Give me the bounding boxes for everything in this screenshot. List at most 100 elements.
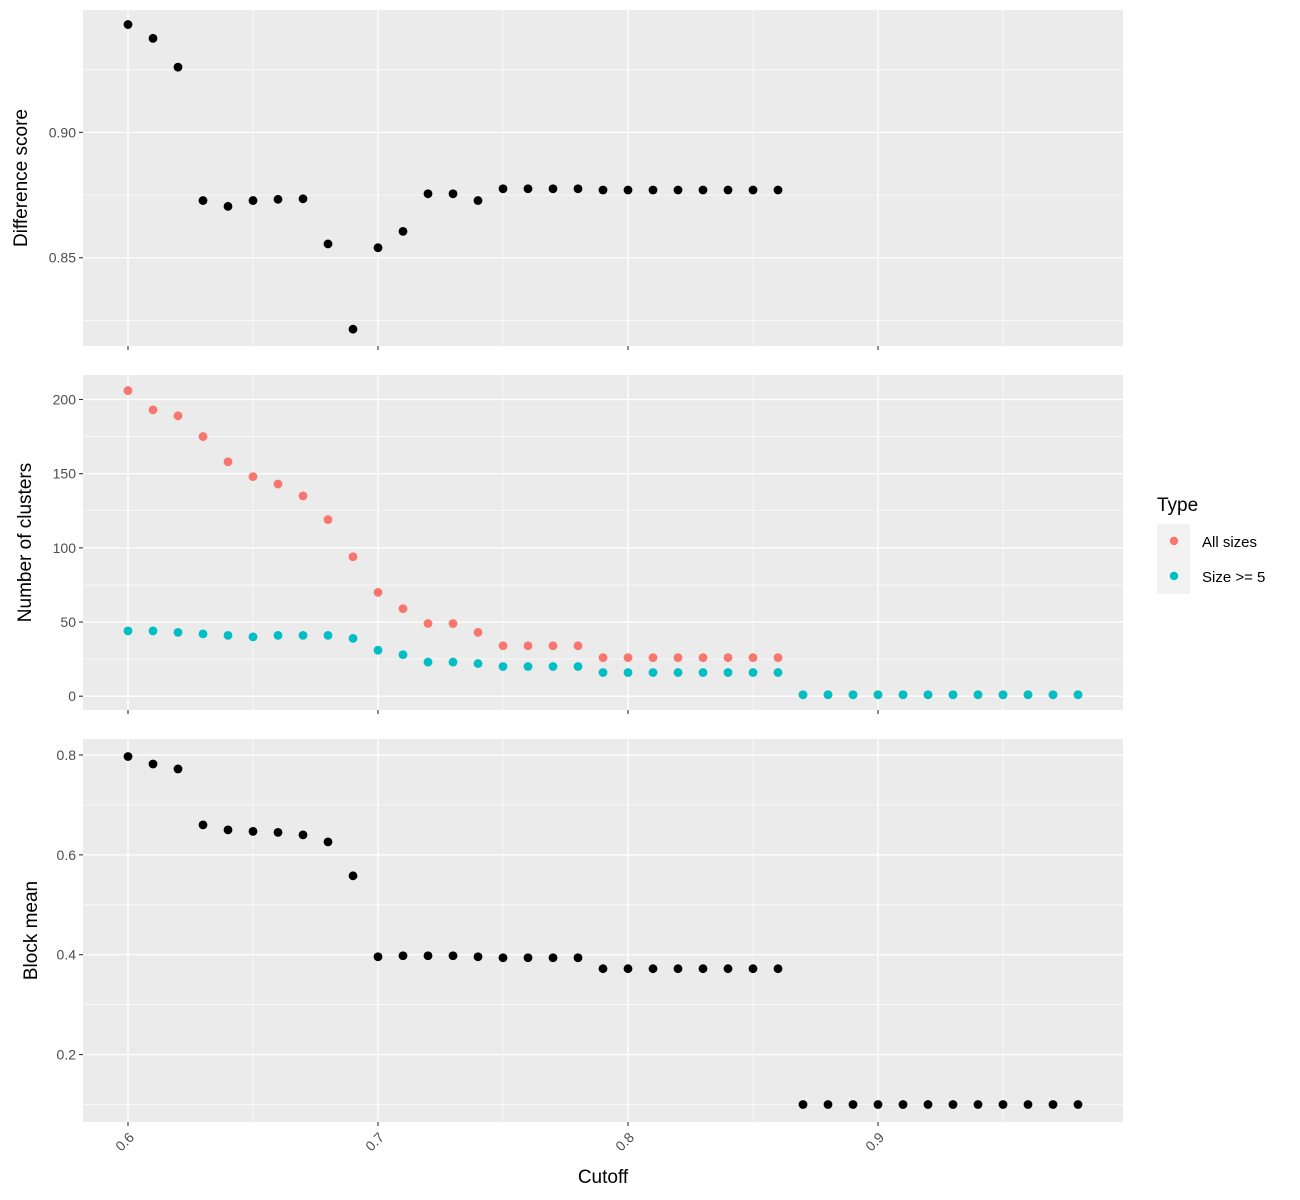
- panel-background: [83, 739, 1123, 1122]
- y-tick-label: 150: [53, 466, 77, 482]
- data-point: [123, 626, 133, 636]
- data-point: [423, 657, 433, 667]
- series-size-5: [123, 626, 1083, 700]
- y-tick-label: 200: [53, 391, 77, 407]
- x-tick-label: 0.8: [612, 1129, 637, 1154]
- data-point: [398, 951, 408, 961]
- data-point: [148, 33, 158, 43]
- data-point: [623, 185, 633, 195]
- panel-block-mean: 0.2 0.4 0.6 0.8 Block mean: [21, 739, 1123, 1126]
- x-tick-label: 0.6: [112, 1129, 137, 1154]
- data-point: [148, 626, 158, 636]
- data-point: [773, 668, 783, 677]
- data-point: [198, 196, 208, 205]
- data-point: [923, 690, 933, 700]
- data-point: [223, 825, 233, 835]
- data-point: [398, 650, 408, 660]
- data-point: [698, 964, 708, 974]
- data-point: [473, 952, 483, 962]
- data-point: [573, 641, 583, 651]
- data-point: [748, 653, 758, 663]
- data-point: [673, 653, 683, 663]
- data-point: [498, 953, 508, 963]
- legend-key-background: [1157, 524, 1190, 594]
- data-point: [773, 185, 783, 195]
- data-point: [1048, 690, 1058, 700]
- data-point: [173, 411, 183, 421]
- data-point: [448, 189, 458, 199]
- data-point: [523, 184, 533, 194]
- legend-swatch-all-sizes: [1169, 536, 1179, 546]
- data-point: [823, 1100, 833, 1109]
- data-point: [598, 653, 608, 663]
- data-point: [473, 659, 483, 668]
- data-point: [173, 62, 183, 72]
- legend: Type All sizes Size >= 5: [1157, 495, 1265, 594]
- y-tick-label: 0.8: [57, 747, 77, 763]
- data-point: [698, 185, 708, 195]
- legend-label-all-sizes: All sizes: [1202, 534, 1257, 551]
- data-point: [148, 759, 158, 769]
- data-point: [273, 827, 283, 837]
- data-point: [523, 953, 533, 963]
- data-point: [598, 185, 608, 195]
- data-point: [198, 432, 208, 441]
- data-point: [348, 324, 358, 334]
- y-tick-label: 0.4: [57, 947, 77, 963]
- legend-title: Type: [1157, 495, 1198, 516]
- data-point: [798, 1100, 808, 1109]
- panel-number-of-clusters: 0 50 100 150 200 Number of clusters: [15, 375, 1123, 714]
- data-point: [223, 201, 233, 211]
- data-point: [598, 964, 608, 974]
- data-point: [348, 871, 358, 881]
- data-point: [448, 619, 458, 628]
- data-point: [973, 1100, 983, 1109]
- x-tick-label: 0.7: [362, 1129, 387, 1154]
- data-point: [823, 690, 833, 700]
- data-point: [948, 690, 958, 700]
- data-point: [498, 184, 508, 194]
- data-point: [648, 653, 658, 663]
- y-tick-label: 0.90: [49, 124, 76, 140]
- data-point: [348, 633, 358, 643]
- data-point: [698, 668, 708, 677]
- data-point: [898, 1100, 908, 1109]
- data-point: [223, 630, 233, 640]
- data-point: [723, 668, 733, 677]
- data-point: [548, 662, 558, 671]
- series-block-mean: [123, 752, 1083, 1109]
- data-point: [498, 662, 508, 671]
- data-point: [523, 662, 533, 671]
- data-point: [648, 668, 658, 677]
- data-point: [323, 239, 333, 249]
- series-difference-score: [123, 20, 783, 334]
- data-point: [423, 189, 433, 199]
- data-point: [148, 405, 158, 415]
- data-point: [848, 690, 858, 700]
- data-point: [723, 653, 733, 663]
- data-point: [723, 185, 733, 195]
- data-point: [923, 1100, 933, 1109]
- data-point: [323, 630, 333, 640]
- data-point: [298, 194, 308, 204]
- x-tick-label: 0.9: [862, 1129, 887, 1154]
- data-point: [748, 668, 758, 677]
- data-point: [523, 641, 533, 651]
- data-point: [273, 479, 283, 489]
- legend-swatch-size-ge-5: [1169, 571, 1179, 581]
- y-axis-title-number-of-clusters: Number of clusters: [15, 463, 36, 622]
- data-point: [948, 1100, 958, 1109]
- y-tick-label: 0: [68, 688, 76, 704]
- data-point: [1023, 690, 1033, 700]
- y-tick-label: 50: [60, 614, 76, 630]
- data-point: [248, 196, 258, 205]
- data-point: [448, 951, 458, 961]
- data-point: [1073, 1100, 1083, 1109]
- data-point: [973, 690, 983, 700]
- data-point: [198, 820, 208, 830]
- data-point: [998, 1100, 1008, 1109]
- panels-layer: 0.85 0.90 Difference score 0 50 100 150 200 Numb…: [11, 10, 1123, 1154]
- data-point: [348, 552, 358, 562]
- data-point: [673, 964, 683, 974]
- data-point: [798, 690, 808, 700]
